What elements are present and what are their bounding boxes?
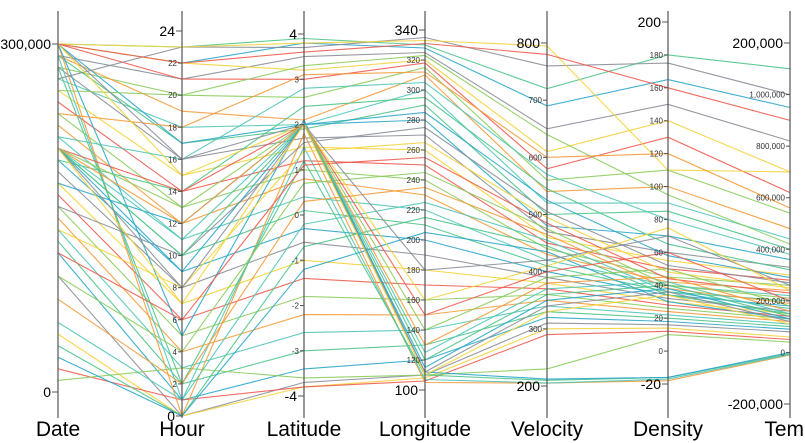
axis-title: Longitude — [379, 418, 471, 441]
minor-tick-label: 16 — [168, 155, 177, 164]
axis-date: 0 300,000 Date — [0, 11, 80, 441]
axis-longitude: 100 340 120 140 160 180 200 220 240 260 280 300 320 L… — [379, 11, 471, 441]
minor-tick-label: 18 — [168, 123, 177, 132]
axis-title: Temp — [764, 418, 805, 441]
axis-title: Hour — [159, 418, 205, 441]
minor-tick-label: 20 — [168, 91, 177, 100]
minor-tick-label: 600,000 — [756, 194, 785, 203]
axis-title: Velocity — [511, 418, 584, 441]
minor-tick-label: 120 — [407, 356, 421, 365]
minor-tick-label: 300 — [529, 325, 543, 334]
axis-temp: -200,000 200,000 0 200,000 400,000 600,000 800… — [728, 11, 805, 441]
minor-tick-label: 800,000 — [756, 142, 785, 151]
minor-tick-label: -1 — [292, 256, 300, 265]
minor-tick-label: 240 — [407, 176, 421, 185]
minor-tick-label: 0 — [781, 348, 786, 357]
minor-tick-label: 20 — [654, 314, 663, 323]
major-tick-label: 0 — [43, 384, 51, 400]
minor-tick-label: 22 — [168, 59, 177, 68]
minor-tick-label: 140 — [407, 326, 421, 335]
major-tick-label: -20 — [641, 376, 661, 392]
axes-layer: 0300,000Date024246810121416182022Hour-44… — [0, 11, 805, 441]
minor-tick-label: 700 — [529, 96, 543, 105]
minor-tick-label: 400 — [529, 268, 543, 277]
minor-tick-label: 160 — [407, 296, 421, 305]
minor-tick-label: 10 — [168, 252, 177, 261]
minor-tick-label: 300 — [407, 86, 421, 95]
axis-latitude: -4 4 -3 -2 -1 0 1 2 3 Latitude — [267, 11, 342, 441]
minor-tick-label: 220 — [407, 206, 421, 215]
major-tick-label: 200,000 — [732, 35, 783, 51]
axis-title: Density — [633, 418, 704, 441]
minor-tick-label: 260 — [407, 146, 421, 155]
minor-tick-label: 180 — [650, 51, 664, 60]
minor-tick-label: 1,000,000 — [749, 91, 785, 100]
major-tick-label: 200 — [517, 378, 541, 394]
major-tick-label: -200,000 — [728, 396, 783, 412]
axis-title: Date — [36, 418, 80, 441]
minor-tick-label: 80 — [654, 215, 663, 224]
axis-title: Latitude — [267, 418, 342, 441]
minor-tick-label: 160 — [650, 84, 664, 93]
major-tick-label: 340 — [395, 22, 419, 38]
minor-tick-label: 0 — [295, 211, 300, 220]
minor-tick-label: 6 — [173, 316, 178, 325]
record-line — [57, 89, 791, 276]
major-tick-label: 4 — [289, 26, 297, 42]
major-tick-label: -4 — [285, 388, 298, 404]
major-tick-label: 200 — [638, 14, 662, 30]
minor-tick-label: 600 — [529, 153, 543, 162]
minor-tick-label: 400,000 — [756, 245, 785, 254]
major-tick-label: 100 — [395, 382, 419, 398]
minor-tick-label: 500 — [529, 211, 543, 220]
minor-tick-label: -3 — [292, 347, 300, 356]
axis-density: -20 200 0 20 40 60 80 100 120 140 160 180 Density — [633, 11, 704, 441]
axis-velocity: 200 800 300 400 500 600 700 Velocity — [511, 11, 584, 441]
minor-tick-label: 14 — [168, 187, 177, 196]
minor-tick-label: 120 — [650, 150, 664, 159]
major-tick-label: 800 — [517, 35, 541, 51]
minor-tick-label: 3 — [295, 75, 300, 84]
minor-tick-label: 1 — [295, 166, 300, 175]
minor-tick-label: 200,000 — [756, 297, 785, 306]
minor-tick-label: 180 — [407, 266, 421, 275]
major-tick-label: 24 — [159, 23, 175, 39]
minor-tick-label: 2 — [295, 121, 300, 130]
minor-tick-label: -2 — [292, 302, 300, 311]
minor-tick-label: 40 — [654, 281, 663, 290]
major-tick-label: 300,000 — [0, 36, 51, 52]
minor-tick-label: 60 — [654, 248, 663, 257]
record-line — [57, 216, 791, 417]
major-tick-label: 0 — [167, 408, 175, 424]
minor-tick-label: 280 — [407, 116, 421, 125]
minor-tick-label: 0 — [659, 347, 664, 356]
minor-tick-label: 2 — [173, 380, 178, 389]
minor-tick-label: 140 — [650, 117, 664, 126]
minor-tick-label: 12 — [168, 220, 177, 229]
minor-tick-label: 4 — [173, 348, 178, 357]
minor-tick-label: 100 — [650, 183, 664, 192]
minor-tick-label: 320 — [407, 56, 421, 65]
minor-tick-label: 200 — [407, 236, 421, 245]
minor-tick-label: 8 — [173, 284, 178, 293]
